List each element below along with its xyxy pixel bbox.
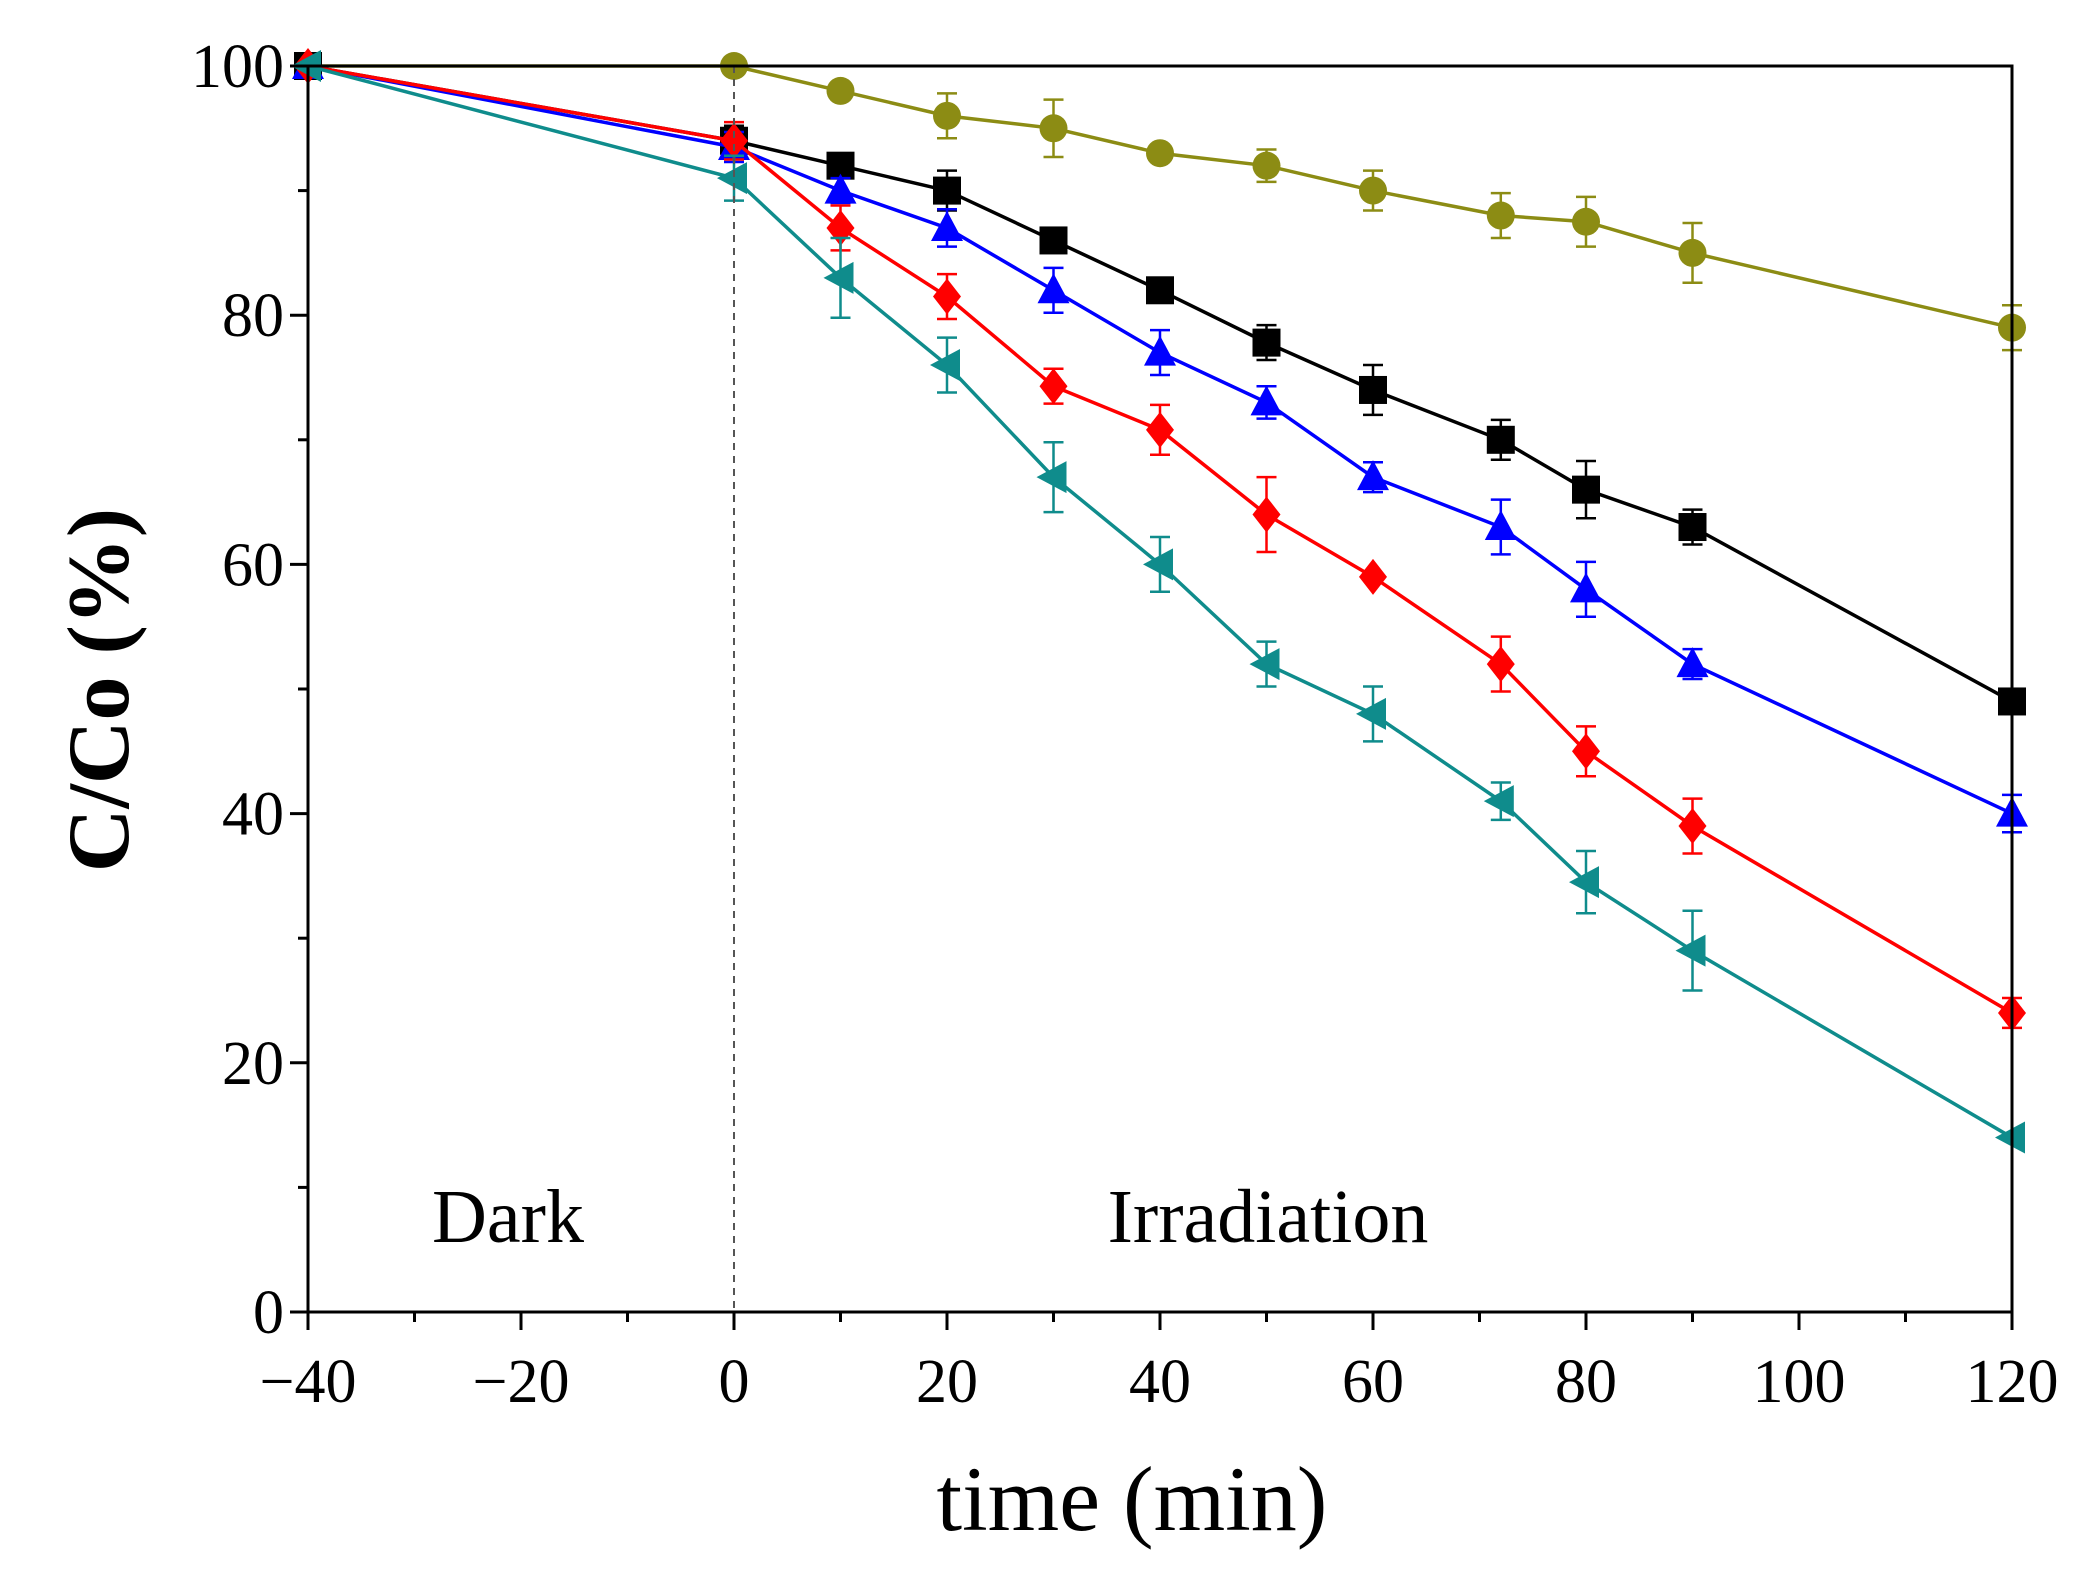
x-tick-label: −40 [260, 1348, 357, 1416]
data-point [1679, 808, 1707, 844]
data-point [1359, 376, 1387, 404]
series-line [308, 66, 2012, 1138]
chart: −40 −20 0 20 40 60 80 100 120 020406080100 Dark … [0, 0, 2098, 1582]
x-tick-label: −20 [473, 1348, 570, 1416]
x-tick-label: 20 [916, 1348, 978, 1416]
axis-ticks [290, 66, 2012, 1330]
x-tick-label: 0 [719, 1348, 750, 1416]
y-tick-label: 0 [253, 1279, 284, 1347]
data-point [1572, 733, 1600, 769]
x-tick-labels: −40 −20 0 20 40 60 80 100 120 [260, 1348, 2059, 1416]
data-point [1484, 785, 1514, 817]
series-teal-triangle-left [291, 50, 2025, 1154]
dark-region-label: Dark [432, 1175, 584, 1259]
data-point [1485, 510, 1517, 540]
data-point [1359, 177, 1387, 205]
y-tick-label: 100 [191, 33, 284, 101]
data-point [931, 211, 963, 241]
data-point [1570, 572, 1602, 602]
plot-marks [291, 48, 2028, 1154]
data-point [717, 162, 747, 194]
plot-frame [308, 66, 2012, 1312]
data-point [1357, 460, 1389, 490]
data-point [1253, 329, 1281, 357]
x-tick-label: 100 [1753, 1348, 1846, 1416]
data-point [1356, 698, 1386, 730]
data-point [1253, 497, 1281, 533]
data-point [1146, 412, 1174, 448]
data-point [1359, 559, 1387, 595]
irradiation-region-label: Irradiation [1108, 1175, 1429, 1259]
data-point [1040, 114, 1068, 142]
data-point [933, 177, 961, 205]
x-tick-label: 60 [1342, 1348, 1404, 1416]
data-point [933, 102, 961, 130]
data-point [1146, 139, 1174, 167]
data-point [1253, 152, 1281, 180]
data-point [827, 77, 855, 105]
y-axis-title: C/Co (%) [51, 508, 148, 872]
data-point [1679, 239, 1707, 267]
data-point [1572, 476, 1600, 504]
data-point [1038, 273, 1070, 303]
y-tick-label: 40 [222, 781, 284, 849]
data-point [1572, 208, 1600, 236]
y-tick-label: 20 [222, 1030, 284, 1098]
data-point [1487, 646, 1515, 682]
y-tick-labels: 0 20 40 60 80 100 [191, 33, 284, 1347]
data-point [1487, 426, 1515, 454]
data-point [1995, 1122, 2025, 1154]
y-tick-label: 60 [222, 531, 284, 599]
y-tick-label: 80 [222, 282, 284, 350]
x-tick-label: 80 [1555, 1348, 1617, 1416]
x-axis-title: time (min) [937, 1448, 1328, 1550]
series-olive-circle [294, 52, 2026, 350]
data-point [1146, 276, 1174, 304]
data-point [1040, 226, 1068, 254]
x-tick-label: 120 [1966, 1348, 2059, 1416]
data-point [1487, 202, 1515, 230]
data-point [933, 279, 961, 315]
data-point [1251, 385, 1283, 415]
x-tick-label: 40 [1129, 1348, 1191, 1416]
data-point [1677, 647, 1709, 677]
data-point [1676, 935, 1706, 967]
data-point [1679, 513, 1707, 541]
data-point [1040, 368, 1068, 404]
data-point [1144, 336, 1176, 366]
